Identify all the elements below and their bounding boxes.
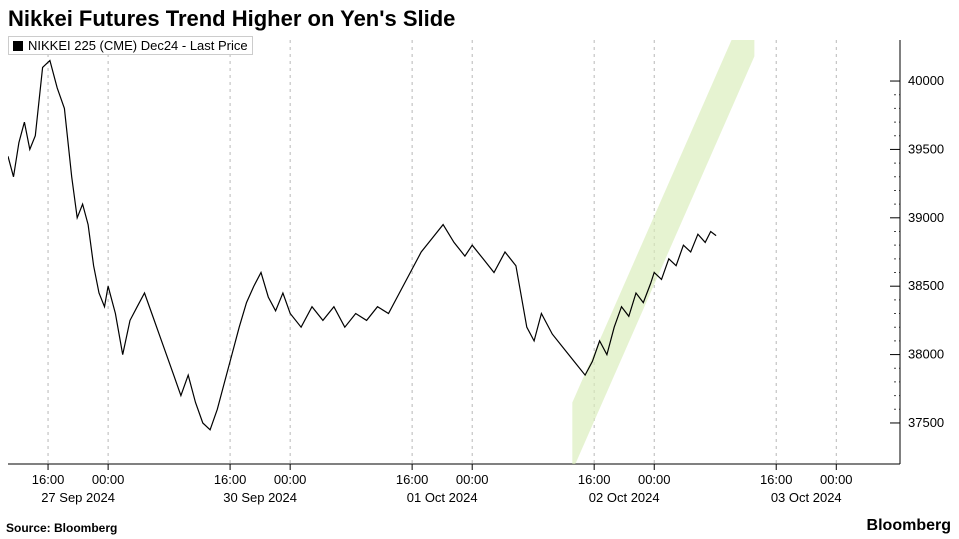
svg-text:27 Sep 2024: 27 Sep 2024 (41, 490, 115, 505)
svg-text:39500: 39500 (908, 141, 944, 156)
legend-label: NIKKEI 225 (CME) Dec24 - Last Price (28, 38, 248, 53)
chart-title: Nikkei Futures Trend Higher on Yen's Sli… (8, 6, 455, 32)
svg-text:16:00: 16:00 (396, 472, 429, 487)
legend: NIKKEI 225 (CME) Dec24 - Last Price (8, 36, 253, 55)
svg-text:02 Oct 2024: 02 Oct 2024 (589, 490, 660, 505)
svg-text:00:00: 00:00 (456, 472, 489, 487)
svg-text:00:00: 00:00 (638, 472, 671, 487)
svg-text:38500: 38500 (908, 278, 944, 293)
svg-text:37500: 37500 (908, 415, 944, 430)
chart-area: 37500 38000 38500 39000 39500 40000 16:00 00:00… (0, 34, 959, 539)
svg-text:30 Sep 2024: 30 Sep 2024 (223, 490, 297, 505)
svg-text:16:00: 16:00 (760, 472, 793, 487)
svg-text:00:00: 00:00 (820, 472, 853, 487)
chart-container: Nikkei Futures Trend Higher on Yen's Sli… (0, 0, 959, 539)
legend-swatch (13, 41, 23, 51)
svg-text:38000: 38000 (908, 347, 944, 362)
svg-text:00:00: 00:00 (274, 472, 307, 487)
svg-text:03 Oct 2024: 03 Oct 2024 (771, 490, 842, 505)
svg-text:39000: 39000 (908, 210, 944, 225)
svg-text:16:00: 16:00 (214, 472, 247, 487)
svg-text:16:00: 16:00 (578, 472, 611, 487)
source-label: Source: Bloomberg (6, 521, 117, 535)
brand-label: Bloomberg (867, 517, 951, 535)
svg-text:40000: 40000 (908, 73, 944, 88)
svg-text:00:00: 00:00 (92, 472, 125, 487)
svg-text:01 Oct 2024: 01 Oct 2024 (407, 490, 478, 505)
svg-text:16:00: 16:00 (32, 472, 65, 487)
chart-svg: 37500 38000 38500 39000 39500 40000 16:00 00:00… (0, 34, 959, 514)
